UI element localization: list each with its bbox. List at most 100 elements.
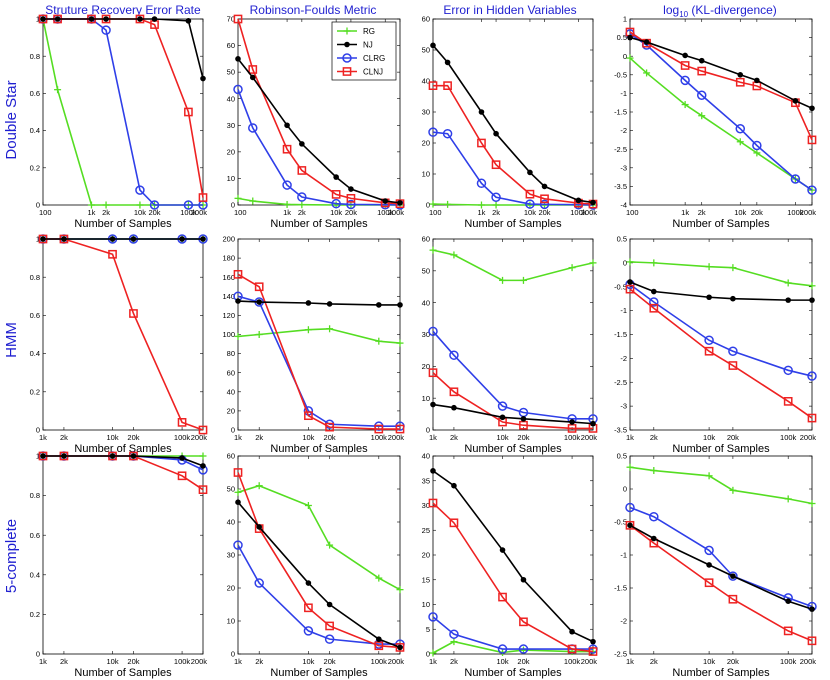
data-point-nj: [326, 301, 333, 307]
data-point-clnj: [198, 425, 208, 435]
y-tick-label: 1: [36, 235, 40, 244]
data-point-clrg: [233, 84, 243, 95]
data-point-clnj: [177, 418, 187, 427]
data-point-nj: [590, 420, 596, 427]
data-point-rg: [54, 86, 62, 94]
data-point-rg: [396, 339, 404, 347]
data-point-clrg: [233, 540, 243, 550]
data-point-nj: [305, 580, 312, 586]
y-tick-label: 160: [222, 273, 235, 282]
series-line-nj: [43, 18, 204, 79]
series-nj: [40, 16, 206, 82]
data-point-nj: [54, 16, 61, 22]
data-point-clnj: [177, 471, 187, 481]
x-tick-label: 20k: [517, 433, 529, 442]
data-point-nj: [430, 42, 436, 49]
y-tick-label: 0.4: [30, 126, 40, 135]
data-point-nj: [305, 300, 312, 306]
x-tick-label: 20k: [148, 208, 160, 217]
x-tick-label: 10k: [703, 657, 715, 666]
data-point-clnj: [728, 594, 738, 604]
data-point-clrg: [428, 326, 438, 337]
x-tick-label: 10k: [106, 433, 118, 442]
x-axis-label: Number of Samples: [74, 218, 172, 230]
y-tick-label: 30: [422, 501, 430, 510]
x-tick-label: 2k: [650, 657, 658, 666]
x-tick-label: 200k: [800, 433, 817, 442]
data-point-clrg: [649, 511, 659, 522]
data-point-nj: [151, 16, 158, 22]
data-point-clnj: [428, 498, 438, 508]
series-line-clrg: [432, 131, 594, 206]
data-point-nj: [478, 109, 485, 115]
data-point-nj: [651, 535, 657, 542]
series-line-nj: [237, 300, 400, 306]
y-tick-label: 30: [227, 551, 235, 560]
y-tick-label: 0.6: [30, 89, 40, 98]
data-point-clrg: [525, 199, 535, 209]
y-tick-label: 20: [422, 362, 430, 371]
plot-frame: [432, 18, 594, 206]
data-point-rg: [429, 200, 437, 208]
data-point-nj: [130, 236, 137, 242]
data-point-clnj: [728, 361, 738, 370]
data-point-nj: [809, 606, 815, 612]
data-point-rg: [326, 325, 334, 333]
x-tick-label: 20k: [127, 433, 139, 442]
series-line-rg: [432, 249, 594, 282]
data-point-nj: [809, 105, 815, 112]
data-point-clnj: [735, 77, 745, 87]
x-tick-label: 200k: [191, 657, 208, 666]
legend-marker-nj: [344, 41, 350, 48]
data-point-clnj: [198, 193, 208, 202]
data-point-clrg: [704, 335, 714, 345]
y-tick-label: 0: [623, 258, 627, 267]
y-tick-label: 0: [426, 426, 430, 435]
data-point-clnj: [477, 138, 486, 148]
data-point-clrg: [449, 350, 459, 360]
y-tick-label: -2.5: [614, 145, 627, 154]
data-point-rg: [784, 495, 792, 503]
y-tick-label: 180: [222, 254, 235, 263]
x-tick-label: 2k: [102, 208, 110, 217]
data-point-clnj: [625, 520, 635, 530]
x-axis-label: Number of Samples: [74, 667, 172, 679]
data-point-nj: [179, 455, 185, 461]
data-point-clnj: [282, 144, 292, 154]
data-point-rg: [450, 251, 458, 259]
data-point-rg: [255, 482, 263, 490]
data-point-nj: [737, 72, 744, 78]
legend-marker-clrg: [342, 53, 352, 63]
x-tick-label: 100: [626, 208, 639, 217]
plot-frame: [42, 455, 204, 655]
x-axis-label: Number of Samples: [270, 443, 368, 455]
data-point-clrg: [790, 174, 801, 184]
data-point-nj: [235, 499, 241, 506]
row-labels: Double Star HMM 5-complete: [3, 80, 20, 593]
x-tick-label: 2k: [60, 657, 68, 666]
panel-r3-c4: 1k 2k 10k 20k 100k 200k -2.5 -2 -1.5 -1 -0.5 0 0.5 Nu…: [614, 452, 817, 679]
data-point-rg: [736, 138, 744, 146]
data-point-nj: [575, 197, 582, 204]
data-point-clnj: [491, 160, 501, 170]
data-point-nj: [397, 302, 403, 308]
series-nj: [627, 522, 815, 612]
column-titles: Struture Recovery Error Rate Robinson-Fo…: [45, 3, 777, 19]
data-point-nj: [397, 644, 403, 651]
y-tick-label: 0.8: [30, 273, 40, 282]
chart-panels: 100 1k 2k 10k 20k 100k200k00.20.40.60.81Numbe…: [30, 14, 817, 679]
data-point-nj: [569, 419, 575, 425]
data-point-nj: [40, 453, 46, 459]
legend-label: RG: [363, 27, 375, 36]
series-clrg: [625, 279, 817, 381]
x-axis-label: Number of Samples: [270, 667, 368, 679]
x-tick-label: 10k: [734, 208, 746, 217]
data-point-rg: [650, 259, 658, 267]
data-point-nj: [520, 576, 527, 583]
data-point-rg: [249, 197, 257, 205]
y-tick-label: 10: [227, 174, 235, 183]
data-point-clnj: [807, 135, 817, 145]
legend-entry-nj: NJ: [337, 41, 373, 50]
data-point-clnj: [395, 643, 405, 652]
panel-r2-c1: 1k 2k 10k 20k 100k 200k 0 0.2 0.4 0.6 0.8 1 Number o…: [30, 234, 208, 455]
